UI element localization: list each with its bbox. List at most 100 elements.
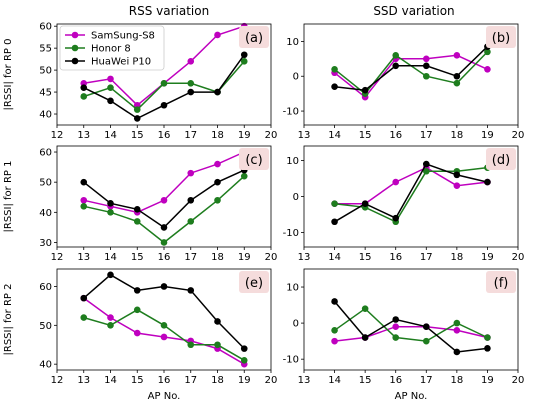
x-tick-label: 14 bbox=[104, 130, 117, 141]
x-tick-label: 14 bbox=[328, 252, 341, 263]
y-tick-label: 0 bbox=[293, 72, 299, 83]
x-tick-label: 13 bbox=[298, 130, 311, 141]
y-tick-label: 0 bbox=[293, 319, 299, 330]
x-tick-label: 17 bbox=[420, 375, 433, 386]
panel-label-box bbox=[486, 148, 516, 170]
x-axis-label: AP No. bbox=[148, 391, 181, 402]
data-point bbox=[331, 298, 338, 305]
data-point bbox=[80, 178, 88, 186]
series-line-huawei-p10 bbox=[334, 46, 488, 91]
title-rss-variation: RSS variation bbox=[129, 4, 209, 18]
data-point bbox=[392, 52, 400, 59]
data-point bbox=[361, 200, 369, 208]
data-point bbox=[453, 348, 461, 356]
data-point bbox=[484, 48, 491, 56]
y-tick-label: 30 bbox=[39, 238, 52, 249]
y-tick-label: 10 bbox=[286, 283, 299, 294]
data-point bbox=[453, 182, 461, 189]
panel-label: (f) bbox=[494, 276, 509, 291]
y-tick-label: 40 bbox=[39, 360, 52, 371]
data-point bbox=[160, 239, 168, 246]
data-point bbox=[133, 329, 141, 337]
x-tick-label: 12 bbox=[51, 252, 64, 263]
data-point bbox=[361, 305, 369, 312]
legend-entry: SamSung-S8 bbox=[91, 31, 155, 42]
data-point bbox=[484, 178, 491, 186]
axes-frame bbox=[303, 145, 519, 248]
series-line-samsung-s8 bbox=[334, 54, 488, 99]
y-tick-label: -10 bbox=[283, 228, 299, 239]
data-point bbox=[422, 167, 430, 175]
data-point bbox=[392, 316, 400, 323]
data-point bbox=[133, 115, 141, 122]
y-tick-label: 45 bbox=[39, 88, 52, 99]
data-point bbox=[392, 178, 400, 186]
x-tick-label: 20 bbox=[512, 375, 525, 386]
axes-frame bbox=[303, 23, 519, 126]
x-tick-label: 20 bbox=[512, 130, 525, 141]
data-point bbox=[187, 287, 195, 294]
data-point bbox=[80, 314, 88, 321]
data-point bbox=[133, 306, 141, 314]
x-tick-label: 17 bbox=[184, 130, 197, 141]
panel-d: 13 14 15 16 17 18 19 20 -10 0 10 (d) bbox=[283, 145, 524, 263]
x-tick-label: 15 bbox=[359, 130, 372, 141]
data-point bbox=[214, 31, 221, 39]
x-tick-label: 20 bbox=[265, 130, 278, 141]
x-tick-label: 16 bbox=[389, 375, 402, 386]
data-point bbox=[392, 62, 400, 70]
data-point bbox=[453, 171, 461, 179]
panel-label-box bbox=[239, 26, 269, 48]
y-tick-label: 10 bbox=[286, 37, 299, 48]
y-tick-label: 40 bbox=[39, 208, 52, 219]
x-tick-label: 14 bbox=[104, 252, 117, 263]
data-point bbox=[214, 178, 221, 186]
data-point bbox=[160, 196, 168, 204]
y-tick-label: 60 bbox=[39, 148, 52, 159]
data-point bbox=[331, 200, 338, 208]
panel-e: 12 13 14 15 16 17 18 19 20 40 50 60 (e) |RSSI| for RP… bbox=[3, 268, 278, 402]
y-tick-label: 50 bbox=[39, 66, 52, 77]
x-tick-label: 20 bbox=[265, 375, 278, 386]
x-tick-label: 13 bbox=[298, 375, 311, 386]
data-point bbox=[107, 271, 114, 279]
data-point bbox=[331, 65, 338, 73]
panel-label-box bbox=[486, 271, 516, 293]
data-point bbox=[484, 334, 491, 341]
data-point bbox=[422, 160, 430, 168]
data-point bbox=[331, 337, 338, 345]
axes-frame bbox=[56, 23, 272, 126]
x-tick-label: 15 bbox=[359, 252, 372, 263]
data-point bbox=[240, 172, 248, 180]
data-point bbox=[240, 51, 248, 59]
x-tick-label: 18 bbox=[450, 375, 463, 386]
y-axis-label: |RSSI| for RP 1 bbox=[3, 161, 14, 233]
data-point bbox=[331, 218, 338, 226]
data-point bbox=[160, 322, 168, 329]
data-point bbox=[133, 106, 141, 113]
legend-box bbox=[59, 25, 165, 71]
x-tick-label: 15 bbox=[131, 130, 144, 141]
x-tick-label: 18 bbox=[211, 375, 224, 386]
x-tick-label: 20 bbox=[265, 252, 278, 263]
x-tick-label: 19 bbox=[481, 130, 494, 141]
y-tick-label: 40 bbox=[39, 110, 52, 121]
data-point bbox=[214, 318, 221, 325]
x-tick-label: 15 bbox=[359, 375, 372, 386]
x-tick-label: 14 bbox=[328, 375, 341, 386]
data-point bbox=[107, 97, 114, 105]
data-point bbox=[484, 65, 491, 73]
y-tick-label: 10 bbox=[286, 156, 299, 167]
data-point bbox=[453, 319, 461, 327]
x-tick-label: 19 bbox=[238, 375, 251, 386]
data-point bbox=[392, 214, 400, 222]
data-point bbox=[107, 322, 114, 329]
y-axis-label: |RSSI| for RP 0 bbox=[3, 39, 14, 111]
panel-label: (d) bbox=[492, 153, 510, 168]
data-point bbox=[187, 169, 195, 177]
data-point bbox=[107, 209, 114, 216]
panel-a: 12 13 14 15 16 17 18 19 20 40 45 50 55 60 (a) |RSSI| fo… bbox=[3, 22, 277, 141]
x-tick-label: 17 bbox=[420, 130, 433, 141]
data-point bbox=[361, 86, 369, 94]
data-point bbox=[422, 72, 430, 80]
